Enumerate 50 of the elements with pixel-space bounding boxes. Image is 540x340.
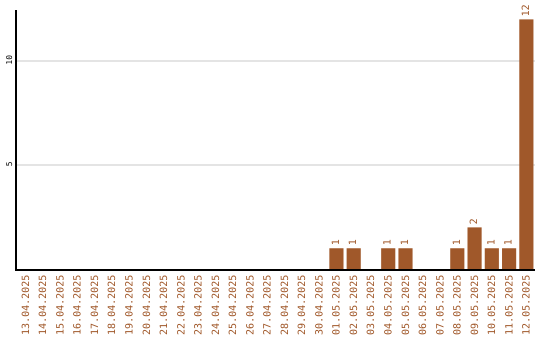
x-tick-label: 11.05.2025	[504, 274, 516, 335]
x-tick-label: 14.04.2025	[38, 274, 50, 335]
x-tick-label: 03.05.2025	[366, 274, 378, 335]
x-tick-label: 21.04.2025	[159, 274, 170, 335]
x-tick-label: 09.05.2025	[470, 274, 481, 335]
y-tick-label: 10	[5, 54, 14, 65]
x-tick-label: 23.04.2025	[194, 274, 205, 335]
data-label: 1	[452, 239, 463, 246]
x-tick-label: 24.04.2025	[210, 274, 222, 335]
x-tick-label: 04.05.2025	[383, 274, 394, 335]
data-label: 1	[400, 239, 411, 246]
y-tick-label: 5	[5, 161, 14, 166]
x-tick-label: 13.04.2025	[20, 274, 32, 335]
bar	[484, 248, 499, 269]
data-label: 1	[382, 239, 394, 246]
bar	[381, 248, 396, 269]
x-tick-label: 20.04.2025	[142, 274, 153, 335]
data-label: 1	[330, 239, 342, 246]
x-tick-label: 10.05.2025	[487, 274, 498, 335]
x-tick-label: 29.04.2025	[297, 274, 308, 335]
x-tick-label: 01.05.2025	[332, 274, 343, 335]
bar	[519, 19, 534, 269]
bar	[450, 248, 464, 269]
x-tick-label: 19.04.2025	[124, 274, 136, 335]
x-tick-label: 18.04.2025	[107, 274, 118, 335]
bar	[502, 248, 516, 269]
x-tick-label: 02.05.2025	[348, 274, 360, 335]
x-tick-label: 26.04.2025	[245, 274, 256, 335]
x-tick-label: 30.04.2025	[314, 274, 326, 335]
x-tick-label: 08.05.2025	[452, 274, 464, 335]
x-tick-label: 12.05.2025	[522, 274, 533, 335]
x-tick-label: 06.05.2025	[418, 274, 430, 335]
x-tick-label: 17.04.2025	[90, 274, 101, 335]
data-label: 1	[504, 239, 515, 246]
x-tick-label: 25.04.2025	[228, 274, 240, 335]
x-tick-label: 16.04.2025	[72, 274, 84, 335]
bar	[467, 227, 482, 269]
bar	[329, 248, 344, 269]
data-label: 1	[348, 239, 360, 246]
x-tick-label: 15.04.2025	[55, 274, 66, 335]
bar	[398, 248, 413, 269]
data-label: 2	[469, 218, 480, 224]
x-tick-label: 22.04.2025	[176, 274, 188, 335]
data-label: 12	[520, 4, 532, 16]
x-tick-label: 05.05.2025	[400, 274, 412, 335]
data-label: 1	[486, 239, 498, 246]
x-tick-label: 27.04.2025	[262, 274, 274, 335]
x-tick-label: 28.04.2025	[280, 274, 291, 335]
x-tick-label: 07.05.2025	[435, 274, 446, 335]
bar	[346, 248, 361, 269]
